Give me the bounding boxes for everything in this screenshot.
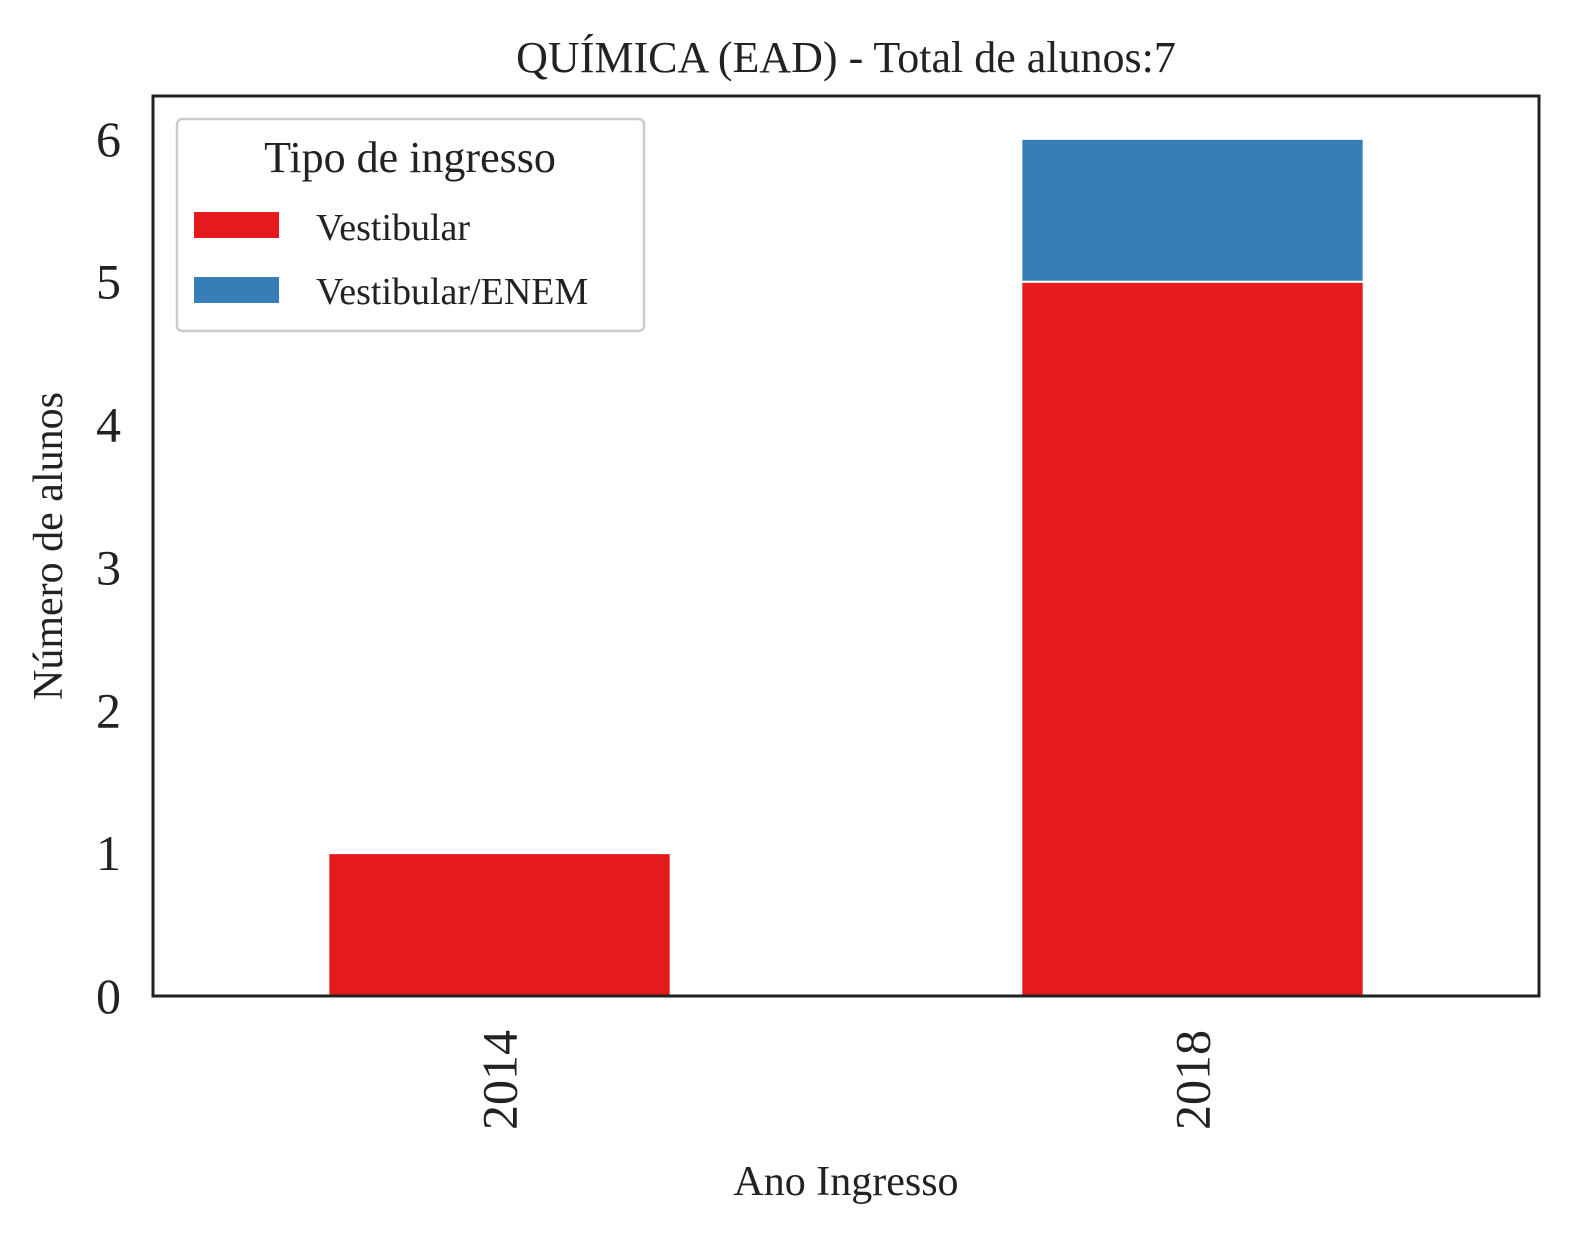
y-tick-labels: 0 1 2 3 4 5 6: [96, 111, 121, 1024]
legend-label-vestibular-enem: Vestibular/ENEM: [316, 271, 588, 313]
x-tick-label-2014: 2014: [472, 1030, 528, 1130]
x-axis-label: Ano Ingresso: [733, 1159, 958, 1205]
y-tick-label-4: 4: [96, 397, 121, 453]
bars-group: [327, 137, 1365, 998]
bar-vestibular-2014: [327, 852, 672, 998]
bar-vestibular-enem-2018: [1020, 137, 1365, 283]
chart-title: QUÍMICA (EAD) - Total de alunos:7: [516, 33, 1176, 82]
y-tick-label-3: 3: [96, 539, 121, 595]
x-tick-labels: 2014 2018: [472, 1030, 1221, 1130]
y-tick-label-1: 1: [96, 825, 121, 881]
plot-frame: [151, 94, 1541, 998]
legend-swatch-vestibular-enem: [194, 277, 279, 303]
legend: Tipo de ingresso Vestibular Vestibular/E…: [175, 117, 646, 333]
legend-box: [175, 117, 646, 333]
y-tick-label-0: 0: [96, 968, 121, 1024]
y-tick-label-6: 6: [96, 111, 121, 167]
legend-swatch-vestibular: [194, 212, 279, 238]
y-axis-label: Número de alunos: [26, 392, 72, 700]
y-tick-label-2: 2: [96, 682, 121, 738]
x-tick-label-2018: 2018: [1165, 1030, 1221, 1130]
legend-title: Tipo de ingresso: [264, 133, 556, 182]
bar-vestibular-2018: [1020, 280, 1365, 997]
y-tick-label-5: 5: [96, 254, 121, 310]
legend-label-vestibular: Vestibular: [316, 207, 470, 249]
